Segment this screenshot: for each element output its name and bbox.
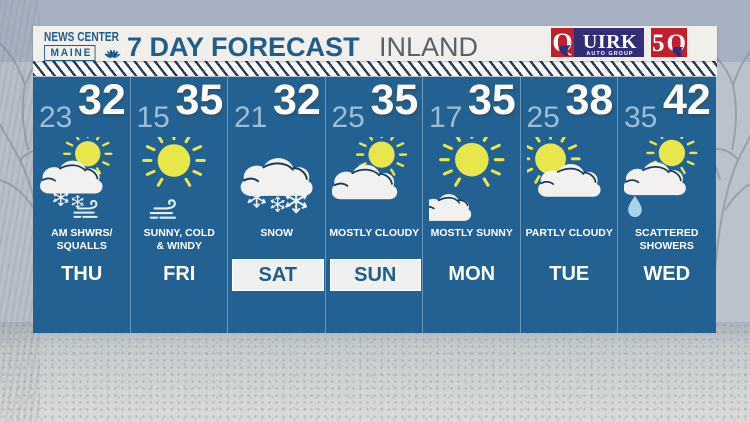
svg-text:UIRK: UIRK <box>583 31 637 53</box>
svg-text:AUTO GROUP: AUTO GROUP <box>586 51 633 57</box>
svg-text:5: 5 <box>652 30 665 57</box>
